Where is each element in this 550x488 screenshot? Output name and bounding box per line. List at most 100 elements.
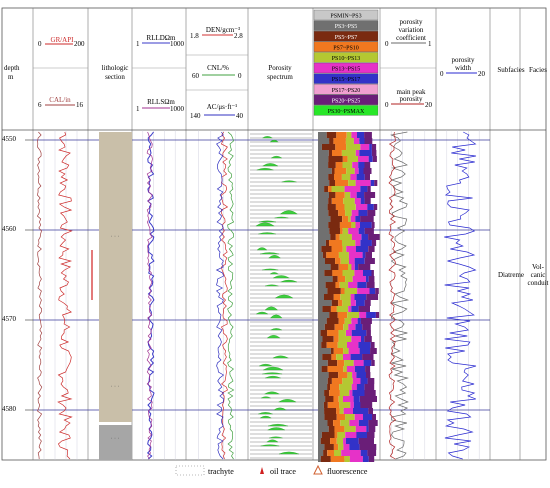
bin-band-segment (354, 414, 363, 420)
porosity-bin-key: PSMIN~PS3 PS3~PS5 PS5~PS7 PS7~PS10 PS10~PS13… (313, 9, 379, 116)
bin-band-segment (333, 294, 341, 300)
rlld-label: RLLDΩm (147, 34, 176, 42)
bin-band-segment (342, 270, 355, 276)
spectrum-peak (269, 139, 279, 143)
bin-band-segment (348, 228, 359, 234)
bin-band-segment (371, 270, 374, 276)
bin-band-segment (339, 222, 352, 228)
spectrum-peak (272, 275, 290, 279)
pvc-label-1: porosity (400, 18, 423, 26)
bin-band-segment (348, 348, 360, 354)
spectrum-peak (256, 168, 274, 171)
bin-band-segment (371, 360, 375, 366)
bin-band-segment (328, 372, 339, 378)
bin-band-segment (318, 240, 326, 246)
bin-band-segment (342, 378, 353, 384)
cnl-max: 0 (238, 72, 242, 80)
bin-band-segment (330, 438, 337, 444)
bin-band-segment (372, 156, 377, 162)
bin-band-segment (334, 450, 342, 456)
bin-band-segment (343, 366, 347, 372)
bin-band-segment (351, 210, 359, 216)
spectrum-peak (278, 399, 297, 403)
bin-key-label: PS7~PS10 (333, 45, 359, 51)
bin-band-segment (335, 234, 340, 240)
spectrum-peak (274, 294, 294, 299)
bin-band-segment (342, 216, 349, 222)
bin-band-segment (366, 294, 379, 300)
gr-label: GR/API (51, 36, 75, 44)
bin-band-segment (320, 330, 328, 336)
bin-band-segment (318, 144, 322, 150)
bin-band-segment (318, 252, 323, 258)
spectrum-peak (270, 155, 283, 159)
bin-band-segment (341, 174, 351, 180)
bin-band-segment (318, 336, 323, 342)
bin-band-segment (331, 246, 343, 252)
bin-band-segment (335, 180, 349, 186)
bin-band-segment (371, 222, 375, 228)
bin-band-segment (355, 150, 360, 156)
bin-band-segment (335, 144, 347, 150)
bin-band-segment (356, 174, 365, 180)
ac-curve (215, 131, 225, 460)
bin-band-segment (321, 342, 327, 348)
bin-band-segment (349, 420, 359, 426)
bin-band-segment (331, 354, 337, 360)
bin-band-segment (318, 192, 329, 198)
spectrum-peak (258, 232, 276, 235)
bin-band-segment (328, 156, 343, 162)
bin-band-segment (320, 456, 331, 462)
cal-min: 6 (38, 101, 42, 109)
den-label: DEN/gcm⁻³ (206, 26, 240, 34)
bin-band-segment (363, 168, 372, 174)
bin-band-segment (343, 324, 349, 330)
bin-band-segment (369, 144, 372, 150)
bin-band-segment (366, 372, 371, 378)
bin-band-segment (355, 426, 367, 432)
bin-band-segment (333, 138, 346, 144)
rlld-max: 1000 (170, 40, 185, 48)
bin-band-segment (318, 414, 325, 420)
spectrum-peak (262, 163, 279, 167)
bin-band-segment (337, 312, 348, 318)
porosity-spectrum-title-2: spectrum (267, 73, 293, 81)
bin-band-segment (344, 318, 352, 324)
bin-band-segment (344, 426, 356, 432)
bin-band-segment (360, 198, 365, 204)
bin-band-segment (345, 210, 352, 216)
bin-band-segment (318, 324, 325, 330)
depth-tick: 4570 (2, 315, 17, 323)
bin-band-segment (336, 408, 340, 414)
bin-band-segment (352, 378, 361, 384)
bin-band-segment (318, 222, 329, 228)
bin-band-segment (348, 324, 356, 330)
bin-band-segment (327, 420, 334, 426)
bin-band-segment (328, 426, 335, 432)
bin-band-segment (366, 330, 371, 336)
bin-band-segment (363, 414, 372, 420)
cal-curve (36, 131, 43, 460)
spectrum-peak (265, 375, 281, 379)
spectrum-peak (278, 451, 299, 455)
lithology-trachyte (99, 132, 132, 422)
bin-band-segment (354, 264, 358, 270)
bin-band-segment (328, 198, 332, 204)
bin-band-segment (358, 342, 371, 348)
bin-key-swatch (313, 62, 379, 74)
spectrum-peak (274, 216, 289, 219)
bin-band-segment (358, 438, 374, 444)
depth-tick: 4580 (2, 405, 17, 413)
bin-band-segment (322, 354, 332, 360)
bin-band-segment (364, 174, 370, 180)
bin-band-segment (342, 246, 347, 252)
bin-band-segment (318, 390, 325, 396)
bin-band-segment (358, 228, 365, 234)
bin-band-segment (351, 384, 357, 390)
litho-title-2: section (105, 73, 125, 81)
rlls-label: RLLSΩm (147, 98, 175, 106)
bin-band-segment (367, 378, 375, 384)
bin-band-segment (334, 174, 342, 180)
bin-band-segment (324, 444, 334, 450)
bin-band-segment (352, 372, 357, 378)
